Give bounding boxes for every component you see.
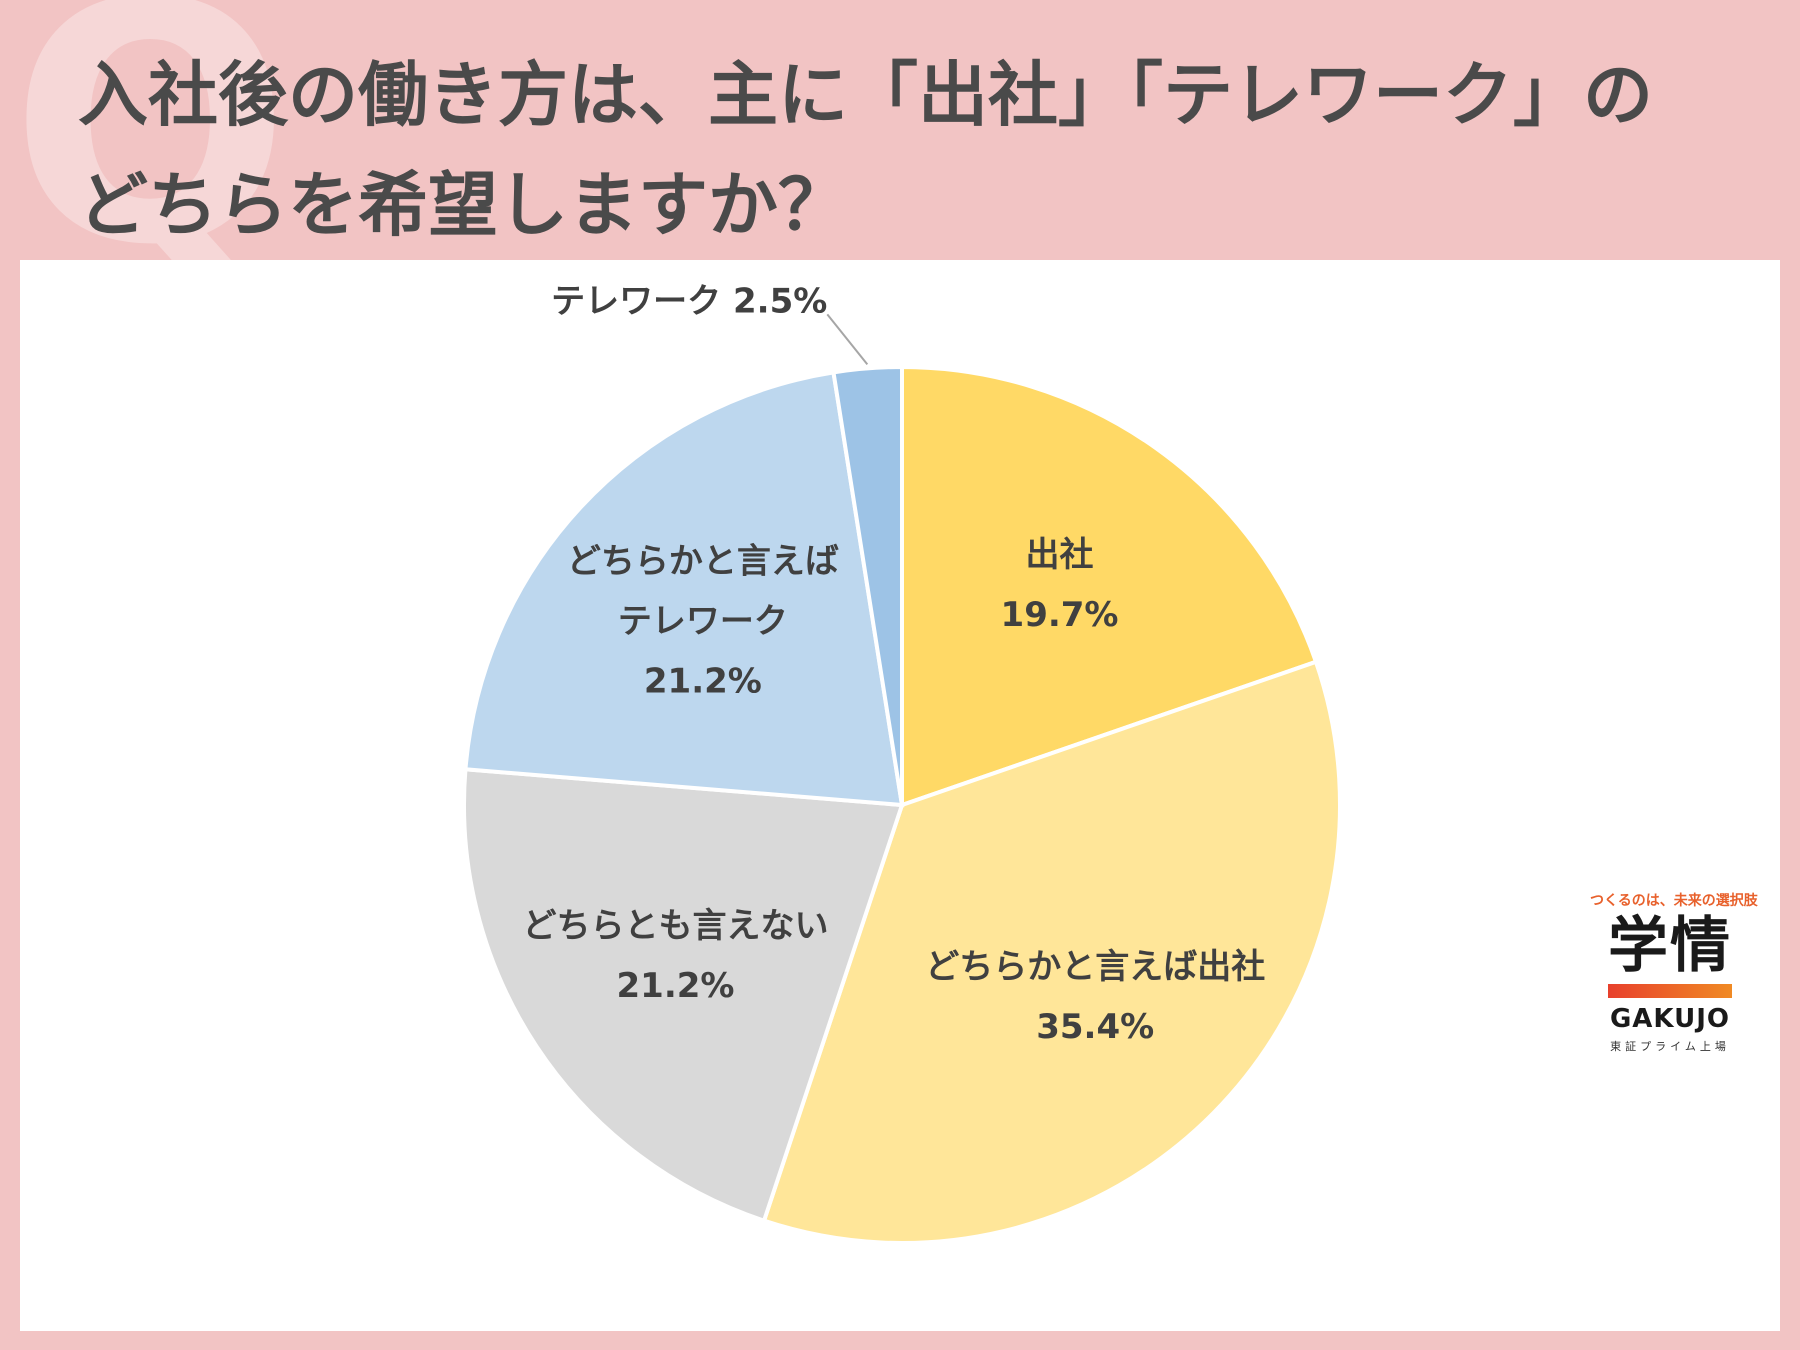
logo-mark: 学情	[1608, 911, 1732, 981]
slice-name-dochiraka-telework: どちらかと言えば	[567, 541, 839, 581]
logo-en: GAKUJO	[1609, 1004, 1731, 1034]
slice-label-dochiraka-shusha: どちらかと言えば出社 35.4%	[925, 947, 1265, 1047]
logo-tagline: つくるのは、未来の選択肢	[1590, 893, 1758, 909]
gakujo-logo: つくるのは、未来の選択肢 学情 GAKUJO 東証プライム上場	[1590, 890, 1758, 1054]
slice-label-telework: テレワーク 2.5%	[551, 281, 827, 321]
slice-name-dochiraka-shusha: どちらかと言えば出社	[925, 947, 1265, 987]
pie-slice-shusha	[900, 364, 1319, 808]
title-line-2: どちらを希望しますか？	[78, 164, 848, 246]
logo-bar	[1608, 984, 1732, 998]
slice-label-dochiratomo: どちらとも言えない 21.2%	[522, 906, 828, 1006]
slice-name-dochiraka-telework: テレワーク	[618, 601, 788, 641]
slice-value-dochiratomo: 21.2%	[617, 966, 735, 1006]
q-watermark-icon: Q	[10, 0, 291, 317]
pie-slice-dochiratomo	[462, 767, 905, 1224]
pie-slice-dochiraka-telework	[463, 370, 905, 808]
slice-label-dochiraka-telework: どちらかと言えばテレワーク 21.2%	[567, 541, 839, 701]
slice-value-dochiraka-shusha: 35.4%	[1036, 1007, 1154, 1047]
slice-value-shusha: 19.7%	[1001, 595, 1119, 635]
slice-label-shusha: 出社 19.7%	[1001, 535, 1119, 635]
logo-sub: 東証プライム上場	[1610, 1040, 1730, 1053]
slice-name-shusha: 出社	[1026, 535, 1094, 575]
slice-value-dochiraka-telework: 21.2%	[644, 661, 762, 701]
slice-name-dochiratomo: どちらとも言えない	[522, 906, 828, 946]
pie-slice-telework	[831, 364, 904, 806]
pie-slice-dochiraka-shusha	[761, 659, 1342, 1245]
pie-chart: 出社 19.7%どちらかと言えば出社 35.4%どちらとも言えない 21.2%どちらか…	[462, 281, 1342, 1245]
leader-line-telework	[826, 313, 869, 365]
page-title: 入社後の働き方は、主に「出社」「テレワーク」の どちらを希望しますか？	[78, 40, 1778, 260]
chart-panel: 出社 19.7% どちらかと言えば出社 35.4% どちらとも言えない 21.2% どちらか…	[20, 260, 1780, 1331]
title-line-1: 入社後の働き方は、主に「出社」「テレワーク」の	[78, 54, 1653, 136]
